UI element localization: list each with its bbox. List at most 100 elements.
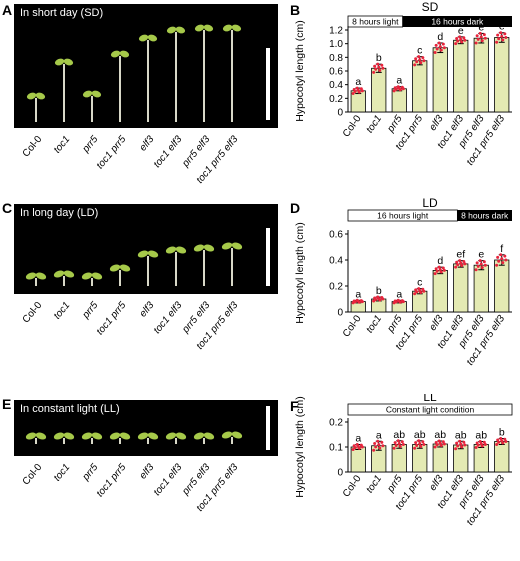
seedling	[138, 34, 158, 122]
replicate-point	[360, 300, 364, 304]
x-tick-label-prr5: prr5	[385, 473, 405, 495]
replicate-point	[482, 33, 486, 37]
replicate-point	[459, 442, 463, 446]
seedling	[137, 250, 159, 286]
replicate-point	[422, 289, 426, 293]
replicate-point	[419, 61, 423, 65]
seedling-photo-ld: In long day (LD)	[14, 204, 278, 294]
replicate-point	[482, 440, 486, 444]
replicate-point	[441, 440, 445, 444]
bar-toc1-prr5	[412, 60, 428, 113]
replicate-point	[501, 441, 505, 445]
replicate-point	[503, 32, 507, 36]
replicate-point	[504, 440, 508, 443]
replicate-point	[475, 261, 479, 265]
replicate-point	[476, 37, 480, 41]
replicate-point	[351, 92, 355, 96]
replicate-point	[438, 45, 442, 49]
replicate-point	[360, 89, 364, 93]
replicate-point	[357, 300, 361, 304]
replicate-point	[496, 33, 500, 37]
replicate-point	[400, 440, 404, 444]
light-period-bar	[347, 403, 513, 416]
significance-letter: f	[500, 243, 503, 255]
replicate-point	[437, 265, 441, 269]
significance-letter: ab	[475, 430, 487, 442]
y-tick-label: 1.2	[329, 26, 343, 37]
y-tick-label: 0	[337, 108, 343, 119]
y-tick-label: 0.4	[329, 256, 343, 267]
replicate-point	[421, 56, 425, 60]
replicate-point	[397, 442, 401, 446]
seedling	[109, 432, 131, 444]
chart-title: SD	[422, 0, 439, 14]
y-axis-label: Hypocotyl length (cm)	[294, 20, 306, 122]
seedling	[81, 272, 103, 286]
replicate-point	[433, 272, 437, 276]
panel-letter-c: C	[2, 200, 13, 216]
replicate-point	[396, 439, 400, 443]
dark-period-label: 8 hours dark	[461, 211, 509, 221]
replicate-point	[500, 439, 504, 443]
y-tick-label: 0.1	[329, 443, 343, 454]
seedling	[26, 92, 46, 122]
significance-letter: a	[355, 288, 361, 300]
replicate-point	[442, 442, 446, 446]
replicate-point	[496, 255, 500, 259]
replicate-point	[456, 39, 460, 43]
y-tick-label: 0	[337, 308, 343, 319]
replicate-point	[433, 445, 437, 449]
significance-letter: a	[376, 429, 382, 441]
replicate-point	[376, 62, 380, 66]
chart-title: LD	[422, 196, 438, 210]
replicate-point	[455, 441, 459, 445]
dark-period-bar	[457, 210, 512, 221]
replicate-point	[373, 442, 377, 445]
seedling	[54, 58, 74, 122]
significance-letter: e	[499, 21, 505, 33]
seedling	[165, 432, 187, 444]
dark-period-label: 16 hours dark	[431, 17, 484, 27]
replicate-point	[499, 31, 503, 35]
x-tick-label-toc1: toc1	[364, 473, 384, 495]
replicate-point	[401, 443, 405, 446]
replicate-point	[360, 445, 364, 449]
photo-caption-ld: In long day (LD)	[20, 207, 99, 219]
replicate-point	[374, 67, 378, 71]
x-tick-label-toc1: toc1	[364, 113, 384, 135]
seedlings-ld	[25, 242, 243, 286]
significance-letter: d	[437, 31, 443, 43]
replicate-point	[460, 40, 464, 44]
replicate-point	[373, 64, 377, 68]
replicate-point	[435, 47, 439, 51]
replicate-point	[438, 268, 442, 272]
scale-bar-ll	[266, 406, 270, 450]
significance-letter: e	[458, 25, 464, 37]
replicate-point	[495, 443, 499, 446]
significance-letter: c	[417, 45, 422, 57]
significance-letter: e	[478, 249, 484, 261]
seedling	[194, 24, 214, 122]
y-tick-label: 0.4	[329, 80, 343, 91]
replicate-point	[458, 259, 462, 263]
replicate-point	[418, 58, 422, 62]
seedling	[53, 270, 75, 286]
replicate-point	[378, 298, 382, 302]
y-tick-label: 0.2	[329, 94, 343, 105]
replicate-point	[499, 253, 503, 257]
seedling	[81, 432, 103, 444]
photo-caption-ll: In constant light (LL)	[20, 403, 120, 415]
significance-letter: b	[376, 52, 382, 64]
bar-chart-sd: SD 8 hours light 16 hours dark 0 0.2 0.4 0.6 0.…	[294, 0, 512, 168]
bar-toc1-prr5-elf3	[494, 259, 510, 313]
replicate-point	[377, 65, 381, 69]
replicate-point	[497, 37, 501, 41]
photo-caption-sd: In short day (SD)	[20, 7, 104, 19]
replicate-point	[439, 48, 443, 52]
significance-letter: ab	[434, 429, 446, 441]
replicate-point	[500, 34, 504, 38]
replicate-point	[478, 31, 482, 35]
replicate-point	[419, 291, 423, 294]
significance-letter: ab	[393, 429, 405, 441]
seedling	[25, 432, 47, 444]
